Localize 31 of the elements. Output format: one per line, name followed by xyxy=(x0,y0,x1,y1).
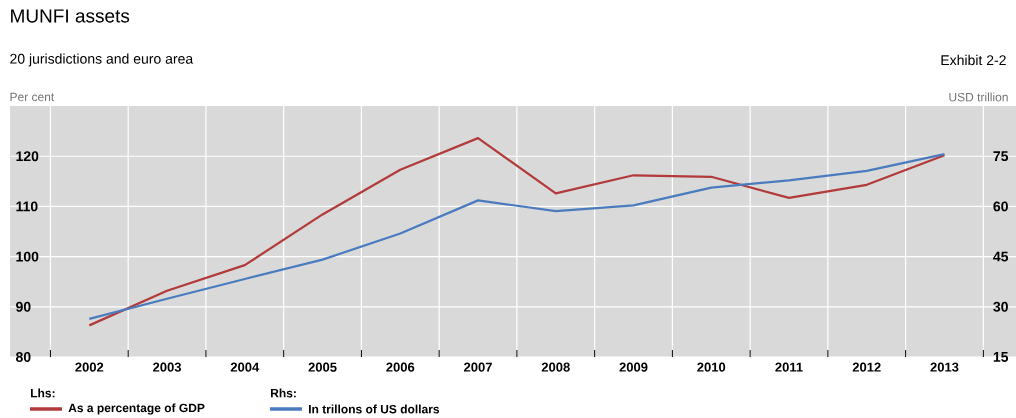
legend-label: In trillons of US dollars xyxy=(309,404,440,414)
y-tick-label: 120 xyxy=(16,151,39,162)
x-tick-label: 2004 xyxy=(230,362,260,372)
text: Lhs: xyxy=(31,388,55,398)
text: Exhibit 2-2 xyxy=(941,54,1006,66)
x-tick-label: 2005 xyxy=(308,362,337,372)
y2-tick-label: 75 xyxy=(993,151,1009,162)
y-tick-label: 90 xyxy=(16,301,31,312)
x-tick-label: 2002 xyxy=(75,362,104,372)
y-tick-label: 80 xyxy=(15,352,31,362)
y2-tick-label: 45 xyxy=(993,251,1009,262)
x-tick-label: 2009 xyxy=(619,362,648,372)
y2-tick-label: 60 xyxy=(993,201,1008,212)
y-tick-label: 110 xyxy=(16,201,38,212)
y-axis-title: Per cent xyxy=(10,92,55,102)
y2-tick-label: 15 xyxy=(993,352,1009,362)
x-tick-label: 2011 xyxy=(775,362,803,372)
y2-tick-label: 30 xyxy=(993,301,1008,312)
x-tick-label: 2012 xyxy=(852,362,881,372)
x-tick-label: 2007 xyxy=(464,362,492,372)
x-tick-label: 2006 xyxy=(386,362,415,372)
chart-subtitle: 20 jurisdictions and euro area xyxy=(10,53,194,67)
x-tick-label: 2003 xyxy=(153,362,182,372)
y-tick-label: 100 xyxy=(16,251,39,262)
text: Rhs: xyxy=(271,388,296,398)
x-tick-label: 2010 xyxy=(697,362,726,372)
x-tick-label: 2008 xyxy=(541,362,570,372)
legend-label: As a percentage of GDP xyxy=(68,403,205,415)
y2-axis-title: USD trillion xyxy=(949,92,1008,102)
x-tick-label: 2013 xyxy=(930,362,959,372)
chart-title: MUNFI assets xyxy=(11,9,130,23)
